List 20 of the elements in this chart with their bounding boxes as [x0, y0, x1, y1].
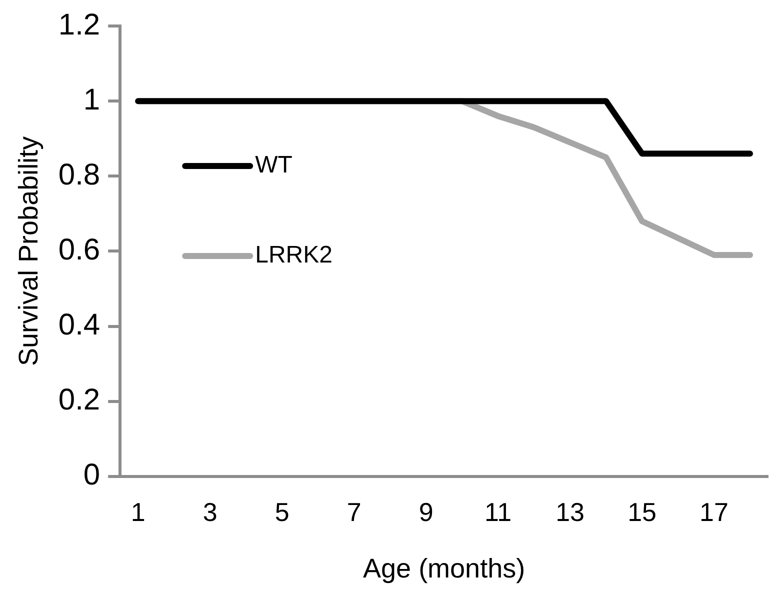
y-tick-label: 0.4	[58, 308, 100, 342]
y-axis-title: Survival Probability	[14, 136, 44, 366]
y-tick-label: 0.6	[58, 233, 100, 266]
y-tick-label: 1.2	[58, 8, 100, 42]
x-axis-title: Age (months)	[363, 553, 526, 584]
legend-label: WT	[255, 152, 293, 179]
x-tick-label: 13	[556, 497, 584, 528]
x-tick-label: 3	[202, 497, 218, 528]
x-tick-label: 1	[130, 497, 146, 528]
x-tick-label: 11	[484, 497, 512, 528]
x-tick-label: 7	[346, 497, 362, 528]
y-tick-label: 0	[83, 458, 100, 492]
y-tick-label: 0.8	[58, 158, 100, 192]
x-tick-label: 17	[700, 497, 728, 528]
x-tick-label: 5	[274, 497, 290, 528]
y-tick-label: 0.2	[58, 384, 100, 417]
legend-label: LRRK2	[255, 242, 332, 269]
y-tick-label: 1	[83, 83, 100, 116]
x-tick-label: 9	[418, 497, 434, 528]
x-tick-label: 15	[628, 497, 656, 528]
